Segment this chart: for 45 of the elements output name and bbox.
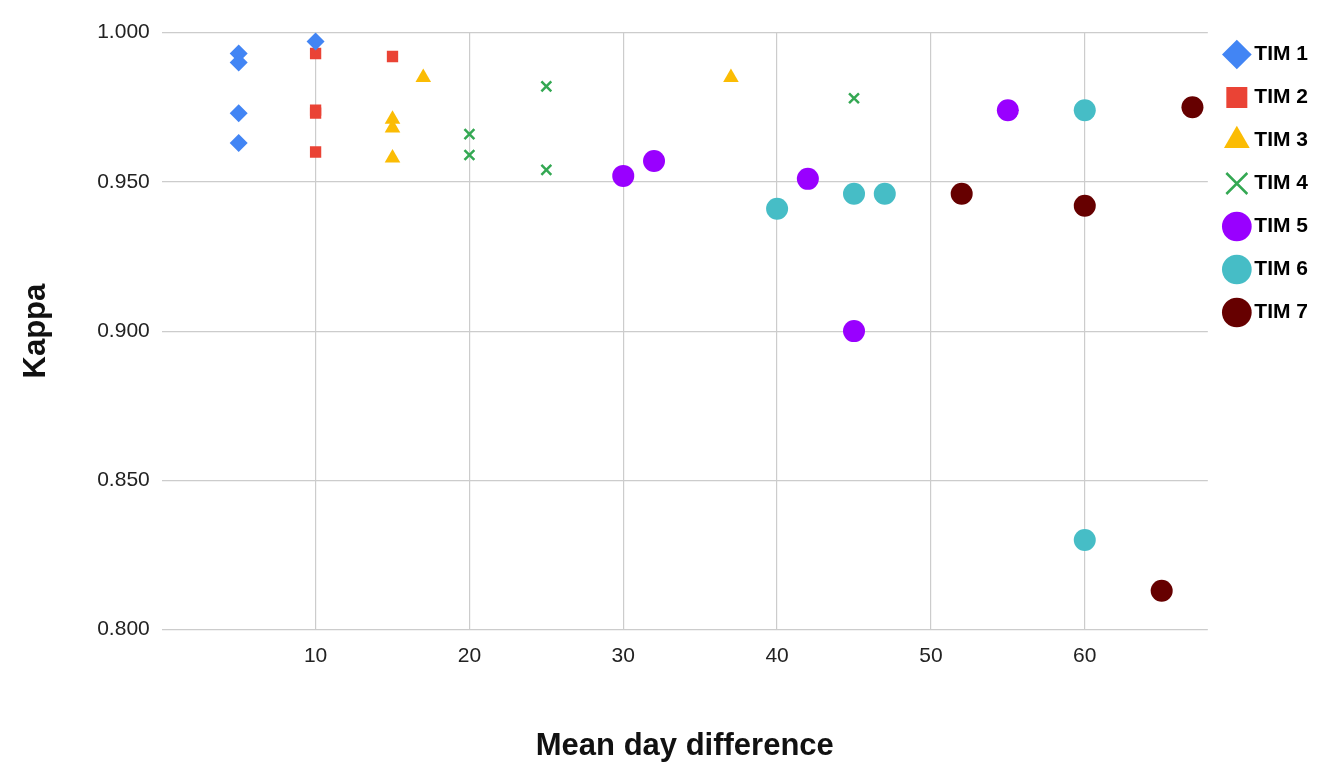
point bbox=[643, 149, 666, 172]
point bbox=[843, 182, 866, 205]
point bbox=[306, 32, 325, 51]
x-tick-label: 50 bbox=[919, 643, 943, 666]
point bbox=[540, 80, 553, 93]
point bbox=[229, 104, 248, 123]
x-tick-label: 30 bbox=[611, 643, 635, 666]
point bbox=[1073, 99, 1096, 122]
point bbox=[229, 134, 248, 153]
y-tick-label: 0.900 bbox=[97, 317, 150, 341]
x-tick-label: 10 bbox=[303, 643, 328, 666]
point bbox=[463, 127, 476, 141]
point bbox=[996, 99, 1019, 122]
point bbox=[612, 164, 635, 187]
point bbox=[309, 47, 322, 60]
point bbox=[843, 320, 866, 343]
point bbox=[309, 146, 322, 158]
point bbox=[766, 197, 789, 220]
y-tick-label: 0.950 bbox=[97, 168, 150, 192]
legend-label: TIM 4 bbox=[1254, 170, 1309, 194]
y-axis-title: Kappa bbox=[17, 282, 53, 379]
x-tick-label: 20 bbox=[457, 643, 482, 666]
point bbox=[1073, 529, 1096, 552]
point bbox=[950, 182, 973, 205]
x-tick-label: 60 bbox=[1073, 643, 1097, 666]
legend-label: TIM 3 bbox=[1254, 127, 1308, 151]
point bbox=[386, 50, 399, 63]
y-tick-label: 0.850 bbox=[97, 467, 150, 491]
point bbox=[796, 167, 819, 190]
x-axis-title: Mean day difference bbox=[535, 726, 834, 762]
point bbox=[1181, 96, 1204, 119]
point bbox=[1150, 579, 1173, 602]
x-tick-label: 40 bbox=[765, 643, 789, 666]
legend-label: TIM 5 bbox=[1254, 213, 1309, 237]
y-tick-label: 1.000 bbox=[97, 19, 150, 43]
point bbox=[540, 163, 553, 177]
point bbox=[847, 92, 861, 105]
legend-label: TIM 1 bbox=[1254, 41, 1309, 65]
point bbox=[873, 182, 896, 205]
legend-label: TIM 2 bbox=[1254, 84, 1308, 108]
point bbox=[463, 148, 476, 162]
legend-label: TIM 7 bbox=[1254, 299, 1308, 323]
point bbox=[1073, 194, 1096, 217]
y-tick-label: 0.800 bbox=[97, 616, 150, 640]
legend-label: TIM 6 bbox=[1254, 256, 1308, 280]
